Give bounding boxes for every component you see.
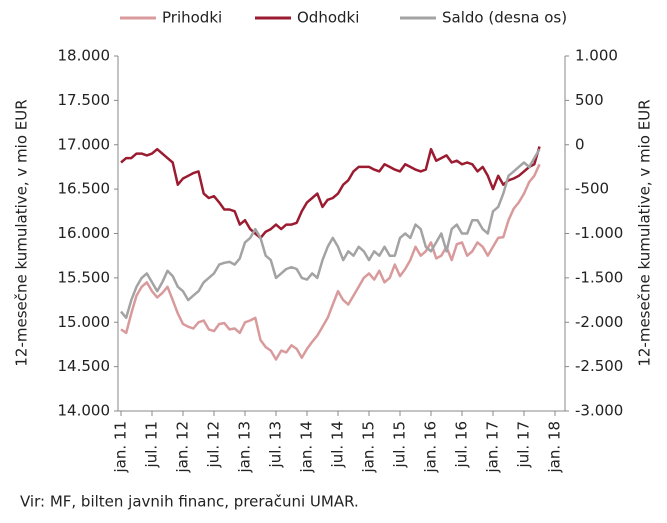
x-tick-label: jul. 12 [205, 421, 223, 468]
legend-label: Prihodki [162, 9, 222, 27]
y-tick-label: 17.000 [58, 135, 111, 153]
y-tick-label: 18.000 [58, 47, 111, 65]
x-tick-label: jan. 14 [298, 421, 316, 474]
y2-tick-label: -2.000 [575, 313, 623, 331]
x-tick-label: jul. 16 [453, 421, 471, 468]
y2-tick-label: 1.000 [575, 47, 618, 65]
y2-tick-label: -500 [575, 180, 609, 198]
x-tick-label: jul. 13 [267, 421, 285, 468]
y2-tick-label: -1.500 [575, 268, 623, 286]
x-tick-label: jul. 14 [329, 421, 347, 468]
y2-tick-label: 0 [575, 135, 585, 153]
x-tick-label: jan. 15 [360, 421, 378, 474]
series-line [120, 148, 541, 320]
y-axis-label: 12-mesečne kumulative, v mio EUR [13, 99, 31, 366]
x-tick-label: jan. 12 [174, 421, 192, 474]
x-tick-label: jul. 15 [391, 421, 409, 468]
x-tick-label: jan. 16 [422, 421, 440, 474]
y2-tick-label: -3.000 [575, 402, 623, 420]
y2-tick-label: -2.500 [575, 357, 623, 375]
y-tick-label: 15.500 [58, 268, 111, 286]
x-tick-label: jan. 13 [236, 421, 254, 474]
legend-label: Odhodki [297, 9, 359, 27]
y2-tick-label: -1.000 [575, 224, 623, 242]
y2-axis-label: 12-mesečne kumulative, v mio EUR [636, 99, 654, 366]
legend-label: Saldo (desna os) [442, 9, 567, 27]
x-tick-label: jul. 17 [515, 421, 533, 468]
x-tick-label: jan. 11 [112, 421, 130, 474]
y-tick-label: 15.000 [58, 313, 111, 331]
y-tick-label: 16.000 [58, 224, 111, 242]
y-tick-label: 17.500 [58, 91, 111, 109]
y2-tick-label: 500 [575, 91, 604, 109]
series-line [120, 163, 541, 361]
x-tick-label: jul. 11 [143, 421, 161, 468]
y-tick-label: 14.500 [58, 357, 111, 375]
source: Vir: MF, bilten javnih financ, preračuni… [20, 493, 359, 511]
x-tick-label: jan. 18 [546, 421, 564, 474]
series-line [120, 146, 541, 240]
y-tick-label: 14.000 [58, 402, 111, 420]
y-tick-label: 16.500 [58, 180, 111, 198]
x-tick-label: jan. 17 [484, 421, 502, 474]
